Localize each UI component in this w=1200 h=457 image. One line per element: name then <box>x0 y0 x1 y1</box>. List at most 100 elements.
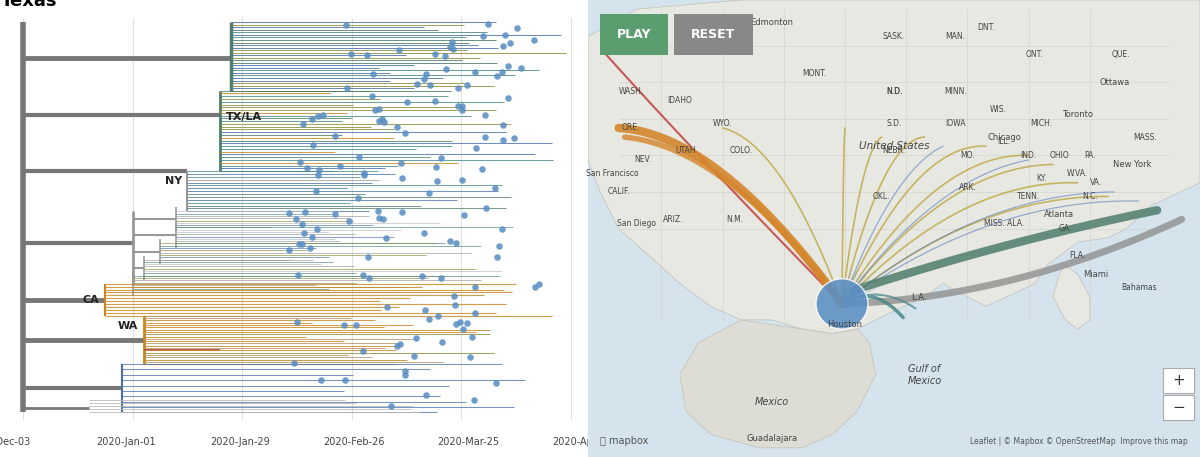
Point <box>493 136 512 143</box>
FancyBboxPatch shape <box>1163 368 1194 393</box>
Point <box>530 281 550 288</box>
FancyBboxPatch shape <box>673 14 754 55</box>
Point <box>302 116 322 123</box>
Text: TX/LA: TX/LA <box>226 112 262 122</box>
Text: CA: CA <box>83 295 100 305</box>
Point <box>301 244 320 252</box>
Point <box>313 112 332 119</box>
Point <box>278 246 298 254</box>
Point <box>493 121 512 128</box>
Point <box>524 37 544 44</box>
Point <box>370 117 389 124</box>
Text: Gulf of
Mexico: Gulf of Mexico <box>907 364 942 386</box>
Text: N.M.: N.M. <box>726 215 744 224</box>
Point <box>434 53 454 60</box>
Point <box>349 153 368 160</box>
Point <box>286 216 305 223</box>
Text: ORE.: ORE. <box>622 123 640 133</box>
Point <box>446 321 466 328</box>
Text: Ⓜ mapbox: Ⓜ mapbox <box>600 436 649 446</box>
Point <box>295 229 314 237</box>
Point <box>408 80 427 88</box>
Point <box>395 129 414 137</box>
Point <box>466 68 485 75</box>
Text: OKL.: OKL. <box>874 192 890 201</box>
Point <box>335 376 354 383</box>
Point <box>295 209 314 216</box>
Text: N.D.: N.D. <box>886 87 902 96</box>
Text: ONT.: ONT. <box>1026 50 1044 59</box>
Point <box>416 392 436 399</box>
Point <box>432 154 451 162</box>
Point <box>404 353 424 360</box>
Point <box>287 319 306 326</box>
Point <box>289 271 308 279</box>
Point <box>496 32 515 39</box>
Point <box>293 221 312 228</box>
Text: OHIO: OHIO <box>1049 151 1069 160</box>
Point <box>504 134 523 142</box>
Point <box>325 210 344 218</box>
Point <box>388 123 407 131</box>
Point <box>454 325 473 333</box>
Point <box>457 320 476 327</box>
Text: WA: WA <box>118 321 138 331</box>
Point <box>500 39 520 47</box>
Text: Guadalajara: Guadalajara <box>746 434 797 443</box>
Text: IDAHO: IDAHO <box>667 96 692 105</box>
Point <box>449 85 468 92</box>
Point <box>334 321 353 329</box>
Point <box>475 111 494 118</box>
Point <box>440 238 460 245</box>
Point <box>298 164 317 171</box>
Point <box>452 176 472 183</box>
Text: FLA.: FLA. <box>1069 251 1086 260</box>
Point <box>443 38 462 45</box>
Text: N.C.: N.C. <box>1082 192 1098 201</box>
Text: PA.: PA. <box>1084 151 1096 160</box>
Point <box>450 319 469 326</box>
Text: Leaflet | © Mapbox © OpenStreetMap  Improve this map: Leaflet | © Mapbox © OpenStreetMap Impro… <box>970 436 1188 446</box>
Point <box>310 166 329 173</box>
Point <box>452 107 472 114</box>
Point <box>436 65 455 72</box>
Text: MINN.: MINN. <box>944 87 966 96</box>
Point <box>368 207 388 214</box>
Text: Atlanta: Atlanta <box>1044 210 1074 219</box>
Text: UTAH: UTAH <box>676 146 696 155</box>
Point <box>466 145 485 152</box>
Point <box>396 367 415 375</box>
Point <box>407 335 426 342</box>
Point <box>419 190 438 197</box>
Text: PLAY: PLAY <box>617 28 652 41</box>
Text: NEBR.: NEBR. <box>882 146 906 155</box>
Point <box>392 208 412 216</box>
Point <box>526 284 545 291</box>
Text: RESET: RESET <box>691 28 736 41</box>
Text: ILL.: ILL. <box>997 137 1010 146</box>
Point <box>374 118 394 125</box>
Point <box>444 292 463 300</box>
Point <box>486 379 505 387</box>
Point <box>354 347 373 355</box>
Point <box>466 310 485 317</box>
Text: DNT.: DNT. <box>977 23 995 32</box>
Point <box>427 164 446 171</box>
Point <box>452 102 472 110</box>
Point <box>492 69 511 76</box>
Point <box>311 376 330 383</box>
Point <box>348 194 367 202</box>
FancyBboxPatch shape <box>600 14 667 55</box>
Point <box>461 353 480 361</box>
Point <box>508 25 527 32</box>
Point <box>446 239 466 247</box>
Point <box>373 216 392 223</box>
Text: QUE.: QUE. <box>1111 50 1129 59</box>
Point <box>359 274 378 282</box>
Point <box>330 162 349 169</box>
Point <box>391 159 410 167</box>
Text: MISS. ALA.: MISS. ALA. <box>984 219 1025 228</box>
Point <box>511 64 530 71</box>
Point <box>416 70 436 77</box>
Point <box>308 112 328 120</box>
